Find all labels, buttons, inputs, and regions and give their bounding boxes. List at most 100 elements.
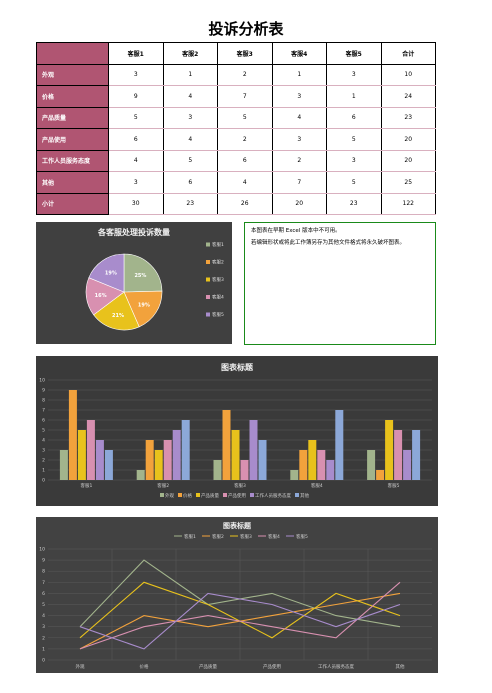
row-label: 小计 [36, 192, 109, 215]
column-header: 合计 [380, 42, 436, 65]
bar [136, 470, 145, 480]
row-label: 工作人员服务态度 [36, 149, 109, 172]
table-row: 外观 3 1 2 1 3 10 [36, 63, 436, 86]
table-cell: 3 [162, 106, 218, 129]
x-tick-label: 产品使用 [263, 663, 281, 670]
compatibility-note: 本图表在早期 Excel 版本中不可用。 若编辑形状或将此工作簿另存为其他文件格… [244, 222, 436, 345]
legend-label: 产品使用 [228, 492, 246, 499]
x-tick-label: 外观 [76, 663, 85, 670]
table-cell: 3 [108, 171, 164, 194]
pie-data-label: 19% [105, 270, 117, 276]
table-cell: 6 [162, 171, 218, 194]
legend-label: 客服2 [212, 259, 224, 266]
legend-label: 价格 [183, 492, 192, 499]
y-tick-label: 9 [42, 388, 45, 394]
y-tick-label: 10 [39, 547, 45, 553]
series-line [79, 581, 401, 650]
table-cell: 5 [217, 106, 273, 129]
bar [213, 460, 222, 480]
bar [145, 440, 154, 480]
legend-label: 客服5 [296, 533, 308, 540]
x-tick-label: 客服1 [80, 482, 92, 489]
bar [172, 430, 181, 480]
y-tick-label: 0 [42, 478, 45, 484]
table-cell: 7 [217, 85, 273, 108]
x-tick-label: 工作人员服务态度 [318, 663, 354, 670]
y-tick-label: 0 [42, 658, 45, 664]
note-line-2: 若编辑形状或将此工作簿另存为其他文件格式将永久破坏图表。 [251, 240, 406, 246]
legend-label: 客服4 [212, 294, 224, 301]
legend-label: 客服3 [240, 533, 252, 540]
series-line [79, 592, 401, 650]
bar [412, 430, 421, 480]
table-cell: 24 [380, 85, 436, 108]
bar [59, 450, 68, 480]
pie-data-label: 16% [95, 293, 107, 299]
y-tick-label: 3 [42, 448, 45, 454]
column-header: 客服2 [162, 42, 218, 65]
table-cell: 6 [217, 149, 273, 172]
line-chart-panel[interactable]: 图表标题 0 1 2 3 4 5 6 7 8 9 10 外观 价格 产品质量 产品使用 工作人员服务态度 其他 客… [36, 517, 438, 673]
bar [154, 450, 163, 480]
legend-swatch [160, 493, 164, 497]
row-label: 产品质量 [36, 106, 109, 129]
y-tick-label: 6 [42, 418, 45, 424]
legend-swatch [196, 493, 200, 497]
y-tick-label: 2 [42, 635, 45, 641]
bar [181, 420, 190, 480]
pie-data-label: 19% [138, 303, 150, 309]
x-tick-label: 价格 [140, 663, 149, 670]
table-cell: 1 [326, 85, 382, 108]
bar [299, 450, 308, 480]
legend-label: 客服1 [212, 241, 224, 248]
table-row: 小计 30 23 26 20 23 122 [36, 192, 436, 215]
bar [403, 450, 412, 480]
table-cell: 1 [162, 63, 218, 86]
y-tick-label: 8 [42, 569, 45, 575]
table-cell: 2 [217, 128, 273, 151]
legend-label: 客服5 [212, 311, 224, 318]
table-cell: 20 [380, 149, 436, 172]
table-cell: 5 [326, 171, 382, 194]
legend-swatch [295, 493, 299, 497]
table-row: 价格 9 4 7 3 1 24 [36, 85, 436, 108]
legend-label: 外观 [165, 492, 174, 499]
column-header: 客服5 [326, 42, 382, 65]
pie-data-label: 25% [134, 273, 146, 279]
pie-slice [123, 290, 163, 328]
legend-swatch [206, 312, 210, 317]
pie-chart-panel[interactable]: 各客服处理投诉数量 25% 19% 21% 16% 19% 客服1 客服2 客服3 客服4 客服5 [36, 222, 232, 344]
bar [326, 460, 335, 480]
y-tick-label: 5 [42, 428, 45, 434]
note-line-1: 本图表在早期 Excel 版本中不可用。 [251, 228, 341, 234]
row-label: 其他 [36, 171, 109, 194]
y-tick-label: 3 [42, 624, 45, 630]
table-cell: 4 [217, 171, 273, 194]
legend-label: 其他 [300, 492, 309, 499]
bar [394, 430, 403, 480]
table-row: 其他 3 6 4 7 5 25 [36, 171, 436, 194]
table-cell: 3 [326, 63, 382, 86]
table-cell: 9 [108, 85, 164, 108]
table-cell: 4 [162, 85, 218, 108]
bar [249, 420, 258, 480]
y-tick-label: 1 [42, 468, 45, 474]
table-cell: 23 [162, 192, 218, 215]
bar [290, 470, 299, 480]
bar [77, 430, 86, 480]
x-tick-label: 产品质量 [199, 663, 217, 670]
x-tick-label: 客服2 [157, 482, 169, 489]
bar-chart-panel[interactable]: 图表标题 0 1 2 3 4 5 6 7 8 9 10 客服1 客服2 客服3 客服4 客服5 外观 价格 产品质量… [36, 356, 438, 506]
x-tick-label: 客服5 [388, 482, 400, 489]
legend-label: 客服3 [212, 276, 224, 283]
table-cell: 6 [326, 106, 382, 129]
table-cell: 10 [380, 63, 436, 86]
pie-slice [123, 253, 163, 293]
row-label: 外观 [36, 63, 109, 86]
bar [68, 390, 77, 480]
bar [258, 440, 267, 480]
pie-chart-title: 各客服处理投诉数量 [98, 228, 170, 237]
bar [163, 440, 172, 480]
table-cell: 20 [271, 192, 327, 215]
table-cell: 1 [271, 63, 327, 86]
